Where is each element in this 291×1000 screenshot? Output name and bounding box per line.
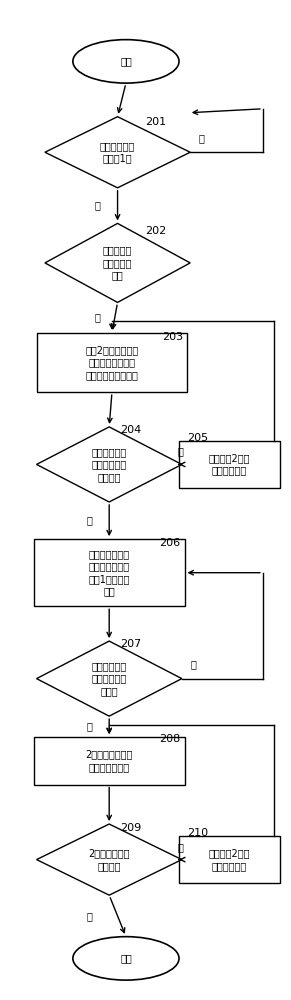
Text: 检测车辆是
否满足升档
条件: 检测车辆是 否满足升档 条件: [103, 246, 132, 280]
Text: 204: 204: [120, 425, 142, 435]
Bar: [37, 333, 187, 392]
Text: 210: 210: [187, 828, 209, 838]
Text: 判断动力源转
速是否达到第
一转速: 判断动力源转 速是否达到第 一转速: [92, 661, 127, 696]
Text: 判断滑摩扭矩
是否达到第一
扭矩阈值: 判断滑摩扭矩 是否达到第一 扭矩阈值: [92, 447, 127, 482]
Text: 继续提升2档离
合器滑摩扭矩: 继续提升2档离 合器滑摩扭矩: [209, 453, 250, 476]
Text: 否: 否: [190, 659, 196, 669]
Text: 控制2档离合器开始
滑摩，提升滑摩扭
矩，动力源扭矩提升: 控制2档离合器开始 滑摩，提升滑摩扭 矩，动力源扭矩提升: [85, 345, 139, 380]
Text: 否: 否: [178, 447, 183, 457]
Text: 是: 是: [86, 516, 93, 526]
Text: 2档离合器是否
完成接合: 2档离合器是否 完成接合: [88, 848, 130, 871]
Bar: [34, 539, 184, 606]
Text: 是: 是: [86, 911, 93, 921]
Text: 是: 是: [95, 201, 101, 211]
Text: 205: 205: [187, 433, 209, 443]
Text: 否: 否: [198, 133, 205, 143]
Text: 检测当前档位
是否在1档: 检测当前档位 是否在1档: [100, 141, 135, 163]
Text: 结束: 结束: [120, 953, 132, 963]
Text: 201: 201: [146, 117, 167, 127]
Text: 是: 是: [86, 722, 93, 732]
Text: 206: 206: [159, 538, 181, 548]
Text: 207: 207: [120, 639, 142, 649]
Bar: [179, 441, 280, 488]
Text: 203: 203: [162, 332, 183, 342]
Bar: [179, 836, 280, 883]
Text: 208: 208: [159, 734, 181, 744]
Text: 控制动力源降扭
矩、降低转速，
以使1档离合器
脱开: 控制动力源降扭 矩、降低转速， 以使1档离合器 脱开: [88, 549, 130, 596]
Text: 202: 202: [146, 226, 167, 236]
Text: 2档离合器接合、
提升动力源扭矩: 2档离合器接合、 提升动力源扭矩: [86, 750, 133, 772]
Text: 209: 209: [120, 823, 142, 833]
Text: 继续提升2档离
合器滑摩扭矩: 继续提升2档离 合器滑摩扭矩: [209, 848, 250, 871]
Text: 是: 是: [95, 313, 101, 323]
Text: 开始: 开始: [120, 56, 132, 66]
Text: 否: 否: [178, 842, 183, 852]
Bar: [34, 737, 184, 785]
